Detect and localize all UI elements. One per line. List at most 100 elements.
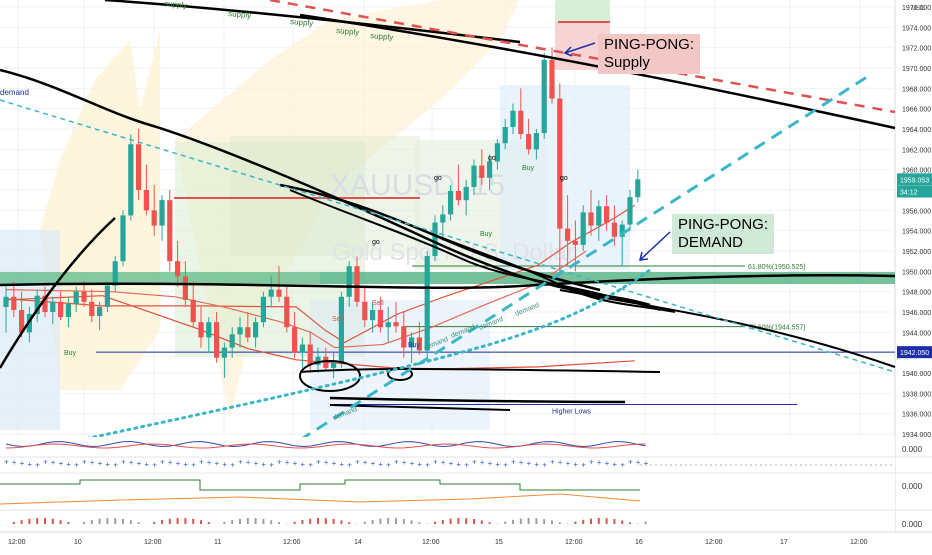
- supply-arrowhead: [563, 46, 573, 57]
- candle-body: [229, 334, 235, 348]
- y-tick-label: 1940.000: [902, 371, 931, 378]
- candle: [81, 281, 87, 307]
- supply-label: supply: [290, 17, 314, 28]
- trendline-descending: [279, 183, 601, 292]
- candle-body: [159, 200, 165, 226]
- candle: [463, 179, 469, 216]
- candle-body: [206, 322, 212, 338]
- pane-2-marker: +: [12, 458, 17, 467]
- candle: [331, 352, 337, 379]
- pane-2-marker: +: [449, 459, 454, 468]
- price-tag-bg: [897, 173, 932, 186]
- candle-body: [588, 212, 594, 226]
- candle-body: [89, 301, 95, 317]
- signal-label: go: [372, 239, 380, 246]
- pane-2-marker: +: [277, 457, 282, 466]
- buy-zone-shade: [40, 30, 160, 390]
- candle: [393, 301, 399, 333]
- target-zone: [555, 0, 610, 22]
- candle-body: [604, 206, 610, 223]
- trendline-left: [0, 217, 116, 369]
- candle-body: [11, 296, 17, 310]
- pane-4-value: 0.000: [902, 520, 923, 529]
- candle-body: [385, 322, 391, 328]
- demand-arrowhead: [639, 251, 649, 261]
- signal-label: Buy: [522, 165, 535, 172]
- supply-callout-line-2: Supply: [604, 54, 650, 71]
- demand-arrow: [639, 231, 671, 261]
- price-tag-text: 34:12: [900, 190, 918, 197]
- x-tick-label: 12:00: [144, 539, 162, 546]
- candle: [120, 210, 126, 267]
- pane-2-marker: +: [644, 459, 649, 468]
- candle: [338, 291, 344, 368]
- candle-body: [463, 186, 469, 201]
- price-tag-text: 1959.053: [900, 177, 929, 184]
- signal-label: go: [488, 155, 496, 162]
- candle-body: [112, 261, 118, 286]
- candle-body: [416, 337, 422, 351]
- pane-2-marker: +: [215, 459, 220, 468]
- candle: [455, 164, 461, 206]
- pane-2-marker: +: [74, 461, 79, 470]
- candle-body: [440, 214, 446, 223]
- candle: [112, 256, 118, 292]
- price-tag-bg: [897, 185, 932, 198]
- candle: [65, 296, 71, 328]
- pane-2-marker: +: [636, 458, 641, 467]
- pane-2-marker: +: [550, 457, 555, 466]
- pane-2-marker: +: [425, 461, 430, 470]
- pane-2-marker: +: [612, 460, 617, 469]
- pane-2-marker: +: [168, 458, 173, 467]
- signal-label: Buy: [480, 231, 493, 238]
- pane-2-marker: +: [495, 460, 500, 469]
- y-tick-label: 1968.000: [902, 86, 931, 93]
- candle: [167, 190, 173, 272]
- candle: [73, 286, 79, 312]
- candle: [385, 306, 391, 343]
- pane-2-marker: +: [433, 457, 438, 466]
- supply-label: supply: [228, 9, 252, 20]
- candle-body: [198, 322, 204, 338]
- pane-2-marker: +: [105, 460, 110, 469]
- level-fib-61-label: 61.80%(1950.525): [748, 264, 806, 271]
- pane-2-marker: +: [339, 460, 344, 469]
- candle: [50, 296, 56, 325]
- candle-body: [471, 165, 477, 187]
- candle-body: [214, 322, 220, 358]
- pane-2-marker: +: [121, 457, 126, 466]
- pane-2-marker: +: [527, 459, 532, 468]
- candle-body: [136, 144, 142, 190]
- candle-body: [315, 356, 321, 365]
- trendline-descending: [289, 189, 661, 311]
- candle: [346, 261, 352, 307]
- candle-body: [42, 295, 48, 312]
- candle-body: [557, 98, 563, 229]
- trendline-bottom: [329, 404, 511, 411]
- x-tick-label: 12:00: [8, 539, 26, 546]
- candle: [159, 195, 165, 241]
- y-tick-label: 1954.000: [902, 229, 931, 236]
- candle-body: [175, 261, 181, 277]
- pane-1-line: [5, 443, 646, 449]
- candle: [471, 159, 477, 196]
- pane-2-marker: +: [534, 460, 539, 469]
- y-tick-label: 1974.000: [902, 25, 931, 32]
- supply-callout: PING-PONG: Supply: [598, 34, 701, 74]
- left-demand-label: demand: [0, 88, 29, 97]
- y-tick-label: 1950.000: [902, 269, 931, 276]
- y-tick-label: 1936.000: [902, 412, 931, 419]
- candle-body: [276, 289, 282, 297]
- candle-body: [268, 289, 274, 297]
- pane-2-marker: +: [620, 461, 625, 470]
- pane-2-marker: +: [605, 459, 610, 468]
- candle-body: [307, 344, 313, 365]
- pane-2-marker: +: [456, 460, 461, 469]
- candle-body: [284, 296, 290, 328]
- candle: [104, 281, 110, 312]
- candle: [245, 312, 251, 343]
- currency-label: USD: [912, 6, 925, 12]
- pane-2-marker: +: [66, 460, 71, 469]
- pane-2-marker: +: [183, 460, 188, 469]
- pane-2-marker: +: [324, 458, 329, 467]
